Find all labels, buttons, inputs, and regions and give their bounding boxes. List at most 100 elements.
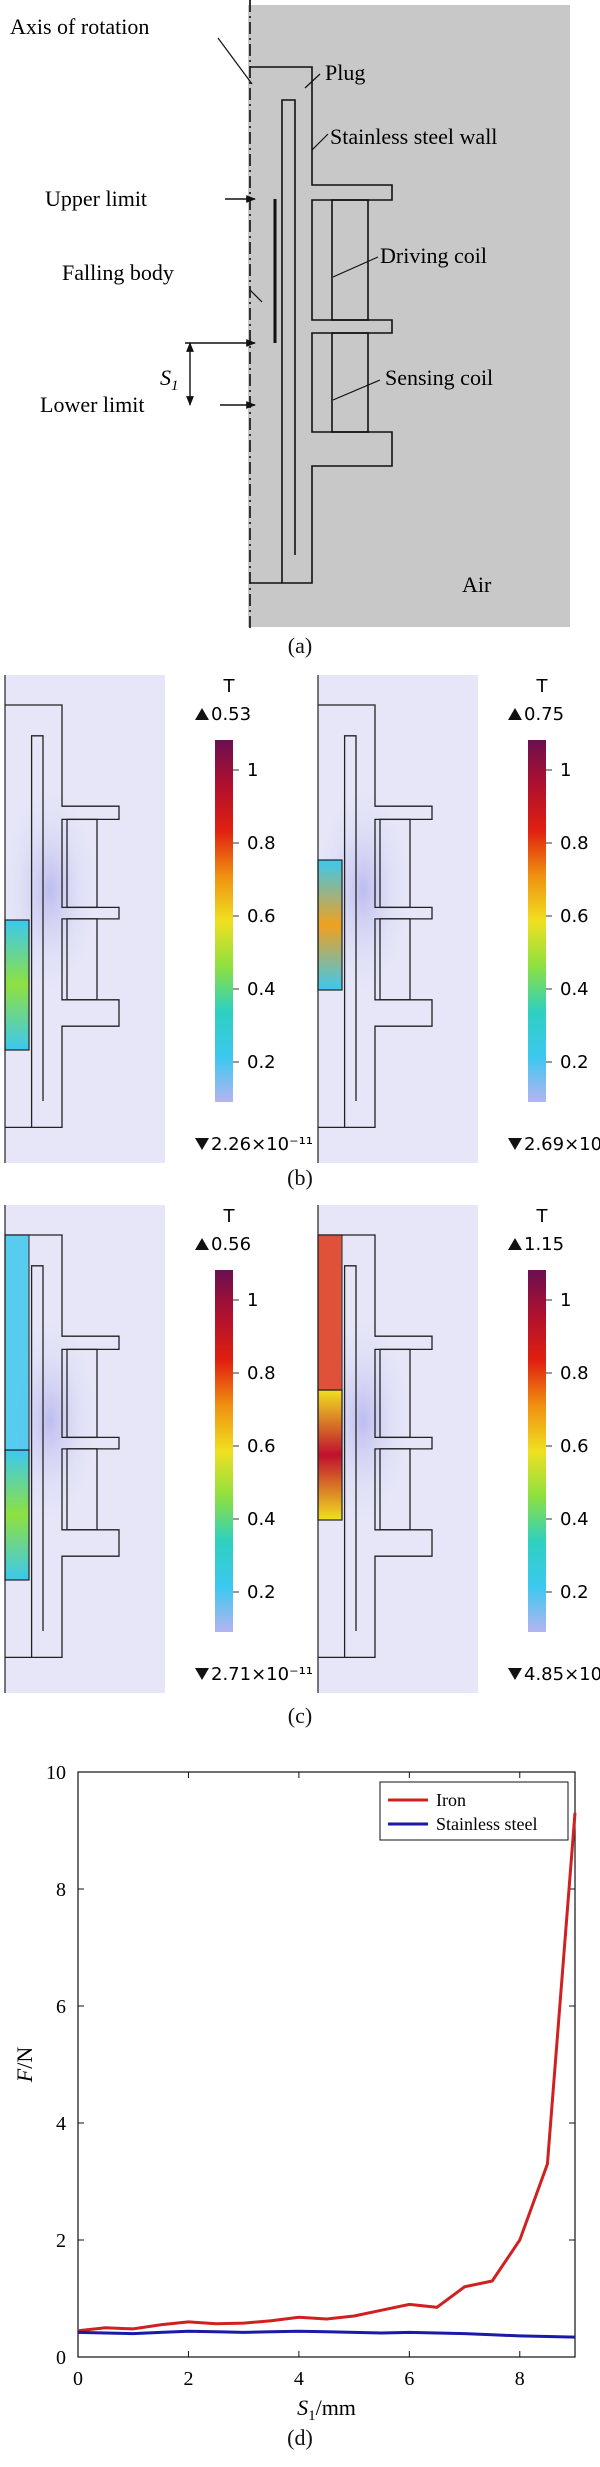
- colorbar-min: 4.85×10⁻¹¹: [524, 1664, 600, 1685]
- field-map-1: [0, 675, 165, 1163]
- colorbar-tick: 0.8: [247, 833, 276, 854]
- sensing-coil: [331, 332, 369, 433]
- colorbar-tick: 1: [560, 760, 571, 781]
- outer-outline: [250, 66, 393, 584]
- colorbar-tick: 0.6: [247, 1436, 276, 1457]
- colorbar-min: 2.26×10⁻¹¹: [211, 1134, 313, 1155]
- caption-a-text: (a): [287, 633, 313, 658]
- sensing-coil-outline: [379, 918, 411, 1001]
- colorbar-gradient: [528, 1270, 546, 1632]
- colorbar-max: 1.15: [524, 1234, 564, 1255]
- series-line-iron: [77, 1812, 577, 2333]
- colorbar-tick: 0.2: [247, 1582, 276, 1603]
- colorbar-tick: 1: [560, 1290, 571, 1311]
- colorbar-tick: 1: [247, 1290, 258, 1311]
- colorbar-tick: 0.2: [560, 1052, 589, 1073]
- min-marker-icon: [508, 1138, 522, 1150]
- field-map-1: [0, 1205, 165, 1693]
- plug-field: [4, 1234, 30, 1451]
- colorbar-gradient: [528, 740, 546, 1102]
- driving-coil: [331, 199, 369, 321]
- panel-b: T 0.53 1 0.8 0.6 0.4 0.2 2.26×10⁻¹¹ T 0.75 1 0.8 0.6…: [0, 670, 600, 1200]
- colorbar-2: T 0.75 1 0.8 0.6 0.4 0.2 2.69×10⁻¹¹: [508, 676, 600, 1155]
- falling-body-field: [317, 859, 343, 991]
- max-marker-icon: [195, 708, 209, 720]
- label-air: Air: [462, 572, 492, 597]
- y-tick-label: 0: [56, 2347, 66, 2369]
- driving-coil-outline: [379, 1348, 411, 1439]
- colorbar-tick: 0.8: [560, 1363, 589, 1384]
- y-tick-label: 10: [46, 1762, 66, 1784]
- panel-c: T 0.56 1 0.8 0.6 0.4 0.2 2.71×10⁻¹¹ T 1.15 1 0.8 0.6…: [0, 1200, 600, 1740]
- x-tick-label: 6: [404, 2368, 414, 2390]
- x-tick-label: 8: [515, 2368, 525, 2390]
- legend-entry: Stainless steel: [436, 1814, 538, 1834]
- driving-coil-outline: [66, 1348, 98, 1439]
- y-tick-label: 6: [56, 1996, 66, 2018]
- geometry-outline: [318, 704, 433, 1129]
- panel-a-diagram: Axis of rotation Plug Stainless steel wa…: [10, 0, 570, 630]
- plug-field: [317, 1234, 343, 1391]
- colorbar-min: 2.69×10⁻¹¹: [524, 1134, 600, 1155]
- colorbar-unit: T: [223, 676, 236, 697]
- colorbar-tick: 0.8: [560, 833, 589, 854]
- min-marker-icon: [195, 1668, 209, 1680]
- geometry-outline: [318, 1234, 433, 1659]
- colorbar-tick: 0.2: [247, 1052, 276, 1073]
- colorbar-1: T 0.56 1 0.8 0.6 0.4 0.2 2.71×10⁻¹¹: [195, 1206, 313, 1685]
- geometry-outline: [5, 704, 120, 1129]
- y-tick-label: 4: [56, 2113, 66, 2135]
- colorbar-tick: 0.4: [247, 979, 276, 1000]
- max-marker-icon: [195, 1238, 209, 1250]
- caption-d: (d): [287, 2425, 313, 2450]
- colorbar-gradient: [215, 1270, 233, 1632]
- colorbar-tick: 0.6: [247, 906, 276, 927]
- colorbar-tick: 0.2: [560, 1582, 589, 1603]
- label-falling-body: Falling body: [62, 260, 174, 285]
- colorbar-tick: 0.4: [560, 979, 589, 1000]
- driving-coil-outline: [66, 818, 98, 909]
- colorbar-tick: 0.4: [560, 1509, 589, 1530]
- x-axis-label: S1/mm: [297, 2395, 356, 2424]
- min-marker-icon: [195, 1138, 209, 1150]
- geometry-outline: [5, 1234, 120, 1659]
- label-plug: Plug: [325, 60, 365, 85]
- driving-coil-outline: [379, 818, 411, 909]
- colorbar-max: 0.75: [524, 704, 564, 725]
- x-tick-label: 0: [73, 2368, 83, 2390]
- y-tick-label: 2: [56, 2230, 66, 2252]
- x-tick-label: 4: [294, 2368, 304, 2390]
- colorbar-max: 0.56: [211, 1234, 251, 1255]
- panel-c-maps: T 0.56 1 0.8 0.6 0.4 0.2 2.71×10⁻¹¹ T 1.15 1 0.8 0.6…: [0, 1205, 600, 1693]
- colorbar-gradient: [215, 740, 233, 1102]
- colorbar-1: T 0.53 1 0.8 0.6 0.4 0.2 2.26×10⁻¹¹: [195, 676, 313, 1155]
- colorbar-tick: 0.8: [247, 1363, 276, 1384]
- colorbar-tick: 0.4: [247, 1509, 276, 1530]
- x-tick-label: 2: [183, 2368, 193, 2390]
- label-sensing-coil: Sensing coil: [385, 365, 493, 390]
- colorbar-2: T 1.15 1 0.8 0.6 0.4 0.2 4.85×10⁻¹¹: [508, 1206, 600, 1685]
- max-marker-icon: [508, 1238, 522, 1250]
- colorbar-min: 2.71×10⁻¹¹: [211, 1664, 313, 1685]
- y-tick-label: 8: [56, 1879, 66, 1901]
- label-upper-limit: Upper limit: [45, 186, 147, 211]
- label-wall: Stainless steel wall: [330, 124, 497, 149]
- panel-b-maps: T 0.53 1 0.8 0.6 0.4 0.2 2.26×10⁻¹¹ T 0.75 1 0.8 0.6…: [0, 675, 600, 1163]
- panel-a: Axis of rotation Plug Stainless steel wa…: [0, 0, 600, 658]
- label-s1: S1: [160, 365, 179, 394]
- colorbar-tick: 0.6: [560, 1436, 589, 1457]
- legend-entry: Iron: [436, 1790, 466, 1810]
- caption-b: (b): [287, 1165, 313, 1190]
- sensing-coil-outline: [66, 918, 98, 1001]
- min-marker-icon: [508, 1668, 522, 1680]
- panel-d: 0 2 4 6 8 0 2 4 6 8 10 S1/mm F/N Iron Stainless steel …: [0, 1760, 600, 2467]
- falling-body-field: [4, 919, 30, 1051]
- falling-body-field: [317, 1389, 343, 1521]
- label-lower-limit: Lower limit: [40, 392, 144, 417]
- air-domain: [248, 5, 570, 627]
- y-axis-label: F/N: [12, 2047, 37, 2084]
- colorbar-max: 0.53: [211, 704, 251, 725]
- colorbar-unit: T: [536, 1206, 549, 1227]
- colorbar-tick: 0.6: [560, 906, 589, 927]
- caption-c: (c): [287, 1703, 313, 1728]
